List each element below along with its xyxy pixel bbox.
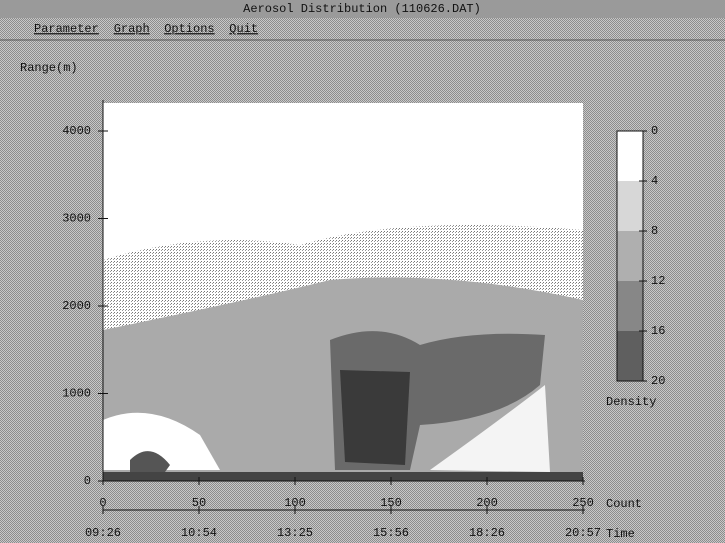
y-tick-label: 3000	[62, 212, 91, 226]
colorbar-segment	[617, 131, 643, 181]
time-label: Time	[606, 527, 635, 541]
count-label: Count	[606, 497, 642, 511]
colorbar-segment	[617, 281, 643, 331]
colorbar-tick-label: 8	[651, 224, 658, 238]
time-tick-label: 09:26	[85, 526, 121, 540]
colorbar-segment	[617, 181, 643, 231]
menu-item[interactable]: Options	[164, 22, 214, 36]
y-tick-label: 2000	[62, 299, 91, 313]
colorbar-tick-label: 20	[651, 374, 665, 388]
y-tick-label: 4000	[62, 124, 91, 138]
colorbar-segment	[617, 231, 643, 281]
menu-item[interactable]: Parameter	[34, 22, 99, 36]
menu-item[interactable]: Graph	[114, 22, 150, 36]
time-tick-label: 20:57	[565, 526, 601, 540]
window-title: Aerosol Distribution (110626.DAT)	[243, 2, 481, 16]
colorbar-tick-label: 12	[651, 274, 665, 288]
time-tick-label: 10:54	[181, 526, 217, 540]
time-tick-label: 15:56	[373, 526, 409, 540]
y-axis-label: Range(m)	[20, 61, 78, 75]
colorbar-tick-label: 16	[651, 324, 665, 338]
time-tick-label: 18:26	[469, 526, 505, 540]
heatmap-region	[340, 370, 410, 465]
colorbar-segment	[617, 331, 643, 381]
menu-item[interactable]: Quit	[229, 22, 258, 36]
time-tick-label: 13:25	[277, 526, 313, 540]
heatmap-region	[103, 472, 583, 481]
y-tick-label: 1000	[62, 387, 91, 401]
window: Aerosol Distribution (110626.DAT) Parame…	[0, 0, 725, 543]
heatmap	[103, 103, 583, 481]
colorbar-tick-label: 4	[651, 174, 658, 188]
colorbar-label: Density	[606, 395, 656, 409]
y-tick-label: 0	[84, 474, 91, 488]
page: Aerosol Distribution (110626.DAT) Parame…	[0, 0, 725, 543]
colorbar-tick-label: 0	[651, 124, 658, 138]
